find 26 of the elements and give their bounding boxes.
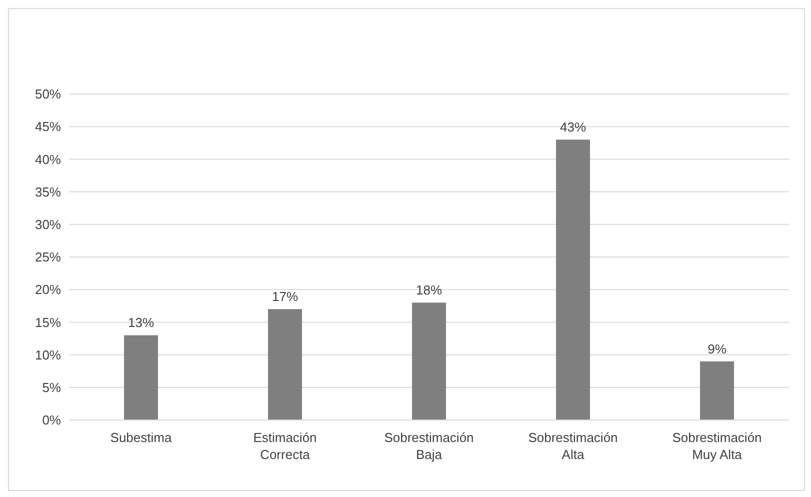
bar: [700, 361, 734, 420]
data-label: 18%: [416, 282, 442, 298]
y-tick-label: 30%: [34, 217, 62, 232]
data-label: 13%: [128, 315, 154, 330]
bar: [268, 309, 302, 420]
y-tick-label: 40%: [34, 152, 62, 167]
data-label: 43%: [560, 120, 586, 135]
x-tick-label: Estimación Correcta: [253, 430, 317, 462]
data-label: 17%: [272, 289, 298, 304]
bar: [412, 302, 446, 420]
y-tick-label: 0%: [42, 412, 62, 428]
x-tick-label: Sobrestimación Baja: [384, 430, 474, 462]
y-tick-label: 20%: [34, 282, 62, 298]
y-tick-label: 25%: [34, 250, 62, 265]
y-tick-label: 45%: [34, 119, 62, 134]
x-tick-label: Subestima: [110, 430, 172, 445]
bar: [556, 140, 590, 420]
y-tick-label: 5%: [42, 380, 62, 396]
y-tick-label: 50%: [34, 86, 62, 102]
data-label: 9%: [708, 341, 727, 356]
x-tick-label: Sobrestimación Alta: [528, 430, 618, 462]
y-tick-label: 15%: [34, 314, 62, 330]
y-tick-label: 35%: [34, 184, 62, 200]
x-tick-label: Sobrestimación Muy Alta: [672, 430, 762, 462]
bar: [124, 335, 158, 420]
y-tick-label: 10%: [34, 347, 62, 362]
